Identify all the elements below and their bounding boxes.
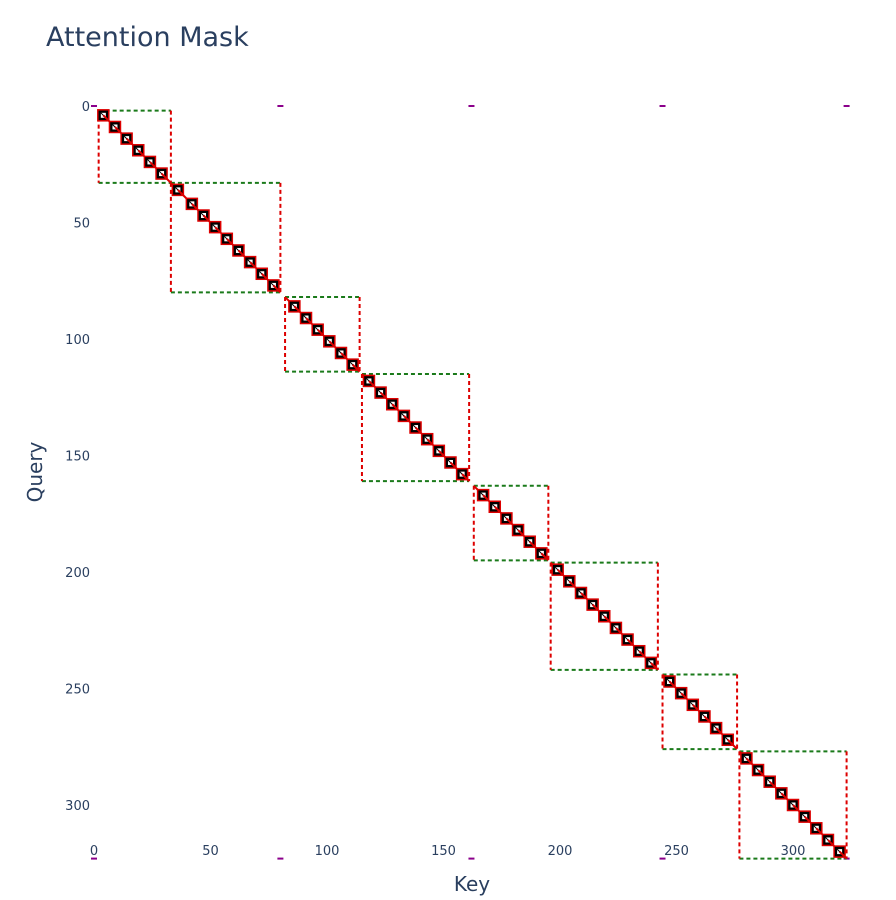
edge-marker-bottom (468, 857, 475, 860)
x-axis-title: Key (454, 872, 490, 896)
y-axis-ticks: 0 50 100 150 200 250 300 (65, 100, 90, 814)
diagonal-step-end-3 (461, 473, 470, 482)
x-axis-ticks: 0 50 100 150 200 250 300 (90, 844, 806, 859)
diagonal-step-end-2 (351, 363, 361, 373)
edge-marker-top (659, 105, 666, 107)
y-tick-label: 0 (82, 100, 90, 115)
y-axis-title: Query (23, 441, 47, 502)
y-tick-label: 250 (65, 683, 90, 698)
edge-marker-bottom (277, 857, 284, 860)
diagonal-step-end-7 (838, 850, 848, 860)
x-tick-label: 150 (431, 844, 456, 859)
y-tick-label: 150 (65, 450, 90, 465)
y-tick-label: 300 (65, 799, 90, 814)
x-tick-label: 50 (202, 844, 219, 859)
edge-marker-top (843, 105, 850, 107)
edge-marker-top (277, 105, 284, 107)
diagonal-step-end-0 (160, 172, 172, 184)
x-tick-label: 0 (90, 844, 98, 859)
edge-marker-top (91, 105, 97, 107)
chart-title: Attention Mask (46, 22, 249, 53)
diagonal-step-end-5 (650, 662, 659, 671)
diagonal-step-end-1 (272, 284, 282, 294)
edge-marker-bottom (91, 857, 97, 860)
diagonal-step-end-6 (727, 739, 738, 750)
x-tick-label: 300 (781, 844, 806, 859)
plot-area (91, 105, 850, 860)
edge-marker-bottom (659, 857, 666, 860)
y-tick-label: 100 (65, 333, 90, 348)
diagonal-step-end-4 (540, 552, 550, 562)
x-tick-label: 200 (548, 844, 573, 859)
x-tick-label: 100 (315, 844, 340, 859)
y-tick-label: 200 (65, 566, 90, 581)
edge-marker-top (468, 105, 475, 107)
x-tick-label: 250 (664, 844, 689, 859)
y-tick-label: 50 (73, 217, 90, 232)
